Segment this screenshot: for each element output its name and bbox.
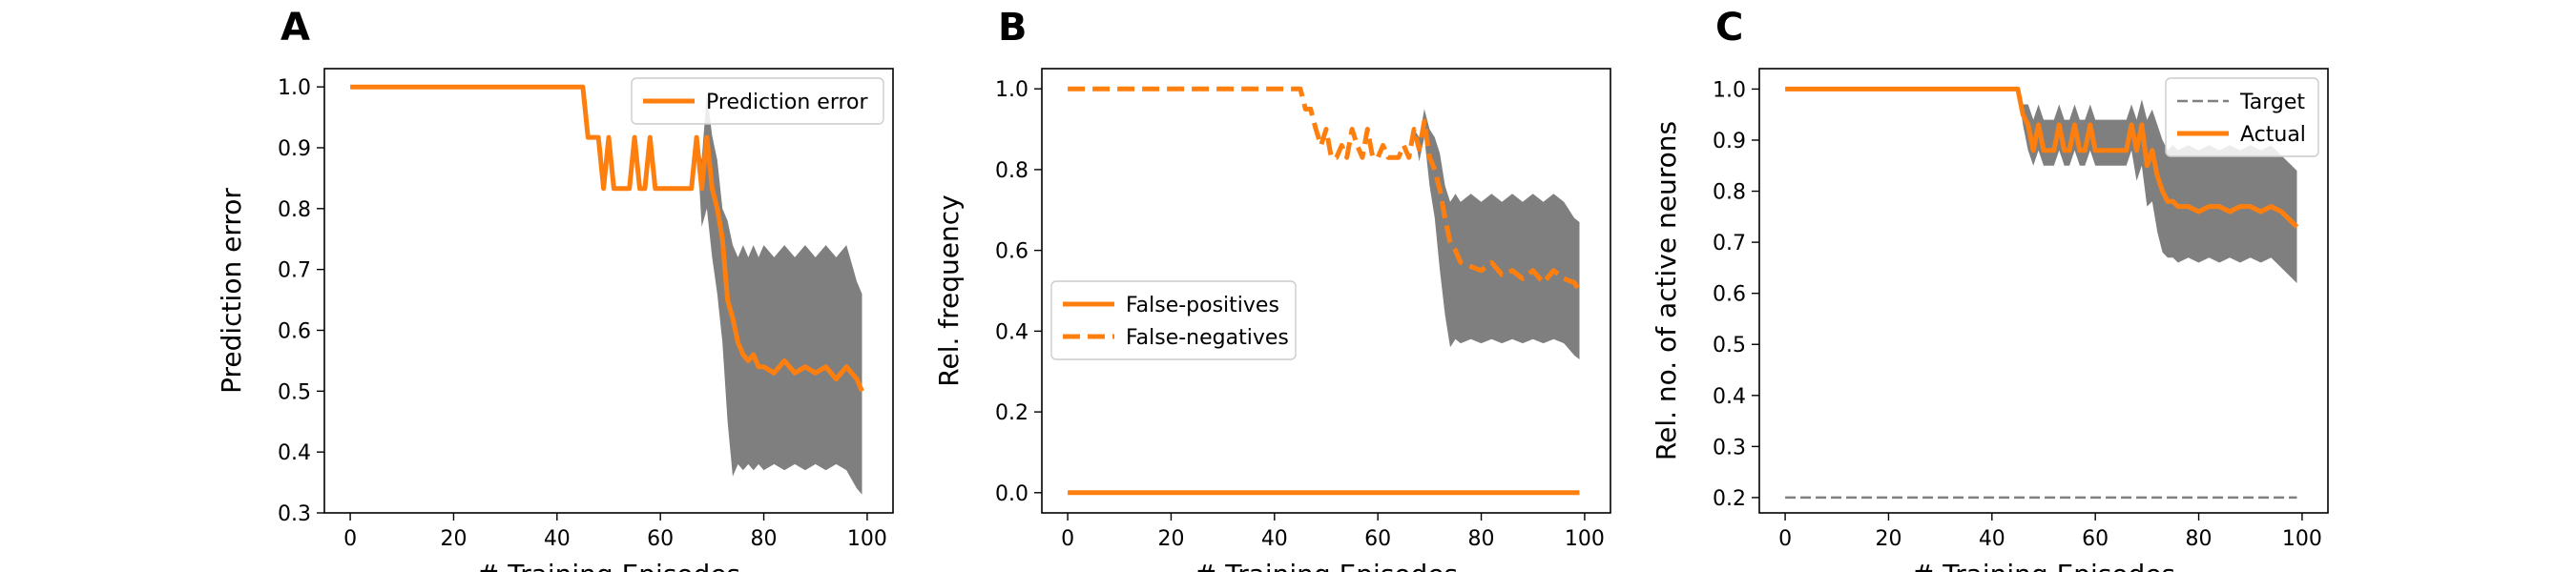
panel-b-xtick-label: 60 [1364, 527, 1391, 551]
panel-b-plot-area [1068, 86, 1582, 496]
panel-a-legend-label-0: Prediction error [706, 91, 868, 114]
panel-b-ytick-label: 1.0 [995, 78, 1028, 102]
panel-a-plot-area [350, 84, 864, 495]
panel-a-xtick-label: 40 [544, 527, 571, 551]
panel-a-letter: A [280, 6, 310, 50]
panel-c-band-1 [1785, 89, 2297, 284]
panel-b-xtick-label: 40 [1261, 527, 1288, 551]
chart-panel-a: 0 20 40 60 80 100 0.3 0.4 0.5 0.6 0.7 0.8 0.9 1.0 # Tr… [216, 6, 894, 572]
panel-c-ytick-label: 0.4 [1713, 385, 1746, 409]
panel-a-ytick-label: 0.6 [278, 319, 311, 343]
panel-b-ytick-label: 0.2 [995, 401, 1028, 425]
panel-a-series-0-line [350, 84, 864, 393]
panel-b-ytick-label: 0.0 [995, 482, 1028, 506]
panel-c-ytick-label: 0.8 [1713, 181, 1746, 205]
panel-c-ytick-label: 1.0 [1713, 78, 1746, 102]
panel-b-ytick-label: 0.4 [995, 320, 1028, 344]
panel-b-series-1-line [1068, 86, 1582, 293]
panel-c-plot-area [1785, 86, 2299, 500]
panel-a-y-axis-label: Prediction error [216, 188, 247, 394]
panel-a-axes-frame [323, 68, 894, 514]
panel-a-xtick-label: 80 [751, 527, 778, 551]
chart-panel-c: 0 20 40 60 80 100 0.2 0.3 0.4 0.5 0.6 0.7 0.8 0.9 1.0 #… [1651, 6, 2329, 572]
panel-b-y-axis-label: Rel. frequency [933, 194, 965, 386]
panel-a-xtick-label: 60 [647, 527, 674, 551]
panel-c-ytick-label: 0.3 [1713, 436, 1746, 460]
panel-b-axes-frame [1041, 68, 1611, 514]
panel-c-ytick-label: 0.9 [1713, 130, 1746, 153]
panel-c-legend: Target Actual [2165, 77, 2319, 157]
panel-c-y-axis-label: Rel. no. of active neurons [1651, 121, 1682, 460]
panel-c-legend-label-0: Target [2239, 91, 2305, 114]
panel-b-legend-label-0: False-positives [1126, 294, 1279, 317]
panel-b-xtick-label: 100 [1565, 527, 1605, 551]
panel-b-xtick-label: 80 [1468, 527, 1495, 551]
panel-b-ytick-label: 0.6 [995, 240, 1028, 264]
panel-c-ytick-label: 0.7 [1713, 232, 1746, 255]
panel-a-ytick-label: 0.5 [278, 380, 311, 404]
panel-c-xtick-label: 40 [1979, 527, 2005, 551]
panel-c-letter: C [1715, 6, 1743, 50]
panel-a-ytick-label: 0.7 [278, 259, 311, 283]
panel-a-xtick-label: 100 [847, 527, 887, 551]
panel-c-ytick-label: 0.5 [1713, 334, 1746, 358]
panel-c-x-axis-label: # Training Episodes [1912, 559, 2175, 572]
panel-b-legend: False-positives False-negatives [1050, 280, 1297, 360]
panel-b-legend-label-1: False-negatives [1126, 326, 1289, 350]
panel-b-band-1 [1068, 89, 1580, 359]
panel-c-xtick-label: 20 [1875, 527, 1901, 551]
panel-a-xtick-label: 20 [440, 527, 467, 551]
panel-a-ytick-label: 1.0 [278, 76, 311, 100]
panel-b-x-axis-label: # Training Episodes [1195, 559, 1458, 572]
panel-b-xtick-label: 0 [1061, 527, 1074, 551]
panel-c-xtick-label: 80 [2186, 527, 2212, 551]
panel-c-xtick-label: 100 [2282, 527, 2322, 551]
panel-b-letter: B [998, 6, 1028, 50]
panel-c-xtick-label: 60 [2082, 527, 2109, 551]
panel-a-ytick-label: 0.4 [278, 441, 311, 465]
chart-panel-b: 0 20 40 60 80 100 0.0 0.2 0.4 0.6 0.8 1.0 # Training… [933, 6, 1611, 572]
panel-a-ytick-label: 0.9 [278, 137, 311, 161]
panel-c-ytick-label: 0.6 [1713, 283, 1746, 307]
panel-c-xtick-label: 0 [1778, 527, 1792, 551]
panel-c-legend-label-1: Actual [2240, 123, 2306, 147]
panel-a-ytick-label: 0.8 [278, 198, 311, 222]
panel-b-ytick-label: 0.8 [995, 159, 1028, 183]
panel-c-series-1-line [1785, 86, 2299, 229]
panel-c-axes-frame [1758, 68, 2329, 514]
panel-a-ytick-label: 0.3 [278, 502, 311, 526]
panel-a-band-0 [350, 87, 862, 495]
panel-a-xtick-label: 0 [343, 527, 357, 551]
panel-c-ytick-label: 0.2 [1713, 487, 1746, 511]
panel-b-xtick-label: 20 [1157, 527, 1184, 551]
panel-a-x-axis-label: # Training Episodes [477, 559, 740, 572]
panel-a-legend: Prediction error [631, 77, 884, 125]
